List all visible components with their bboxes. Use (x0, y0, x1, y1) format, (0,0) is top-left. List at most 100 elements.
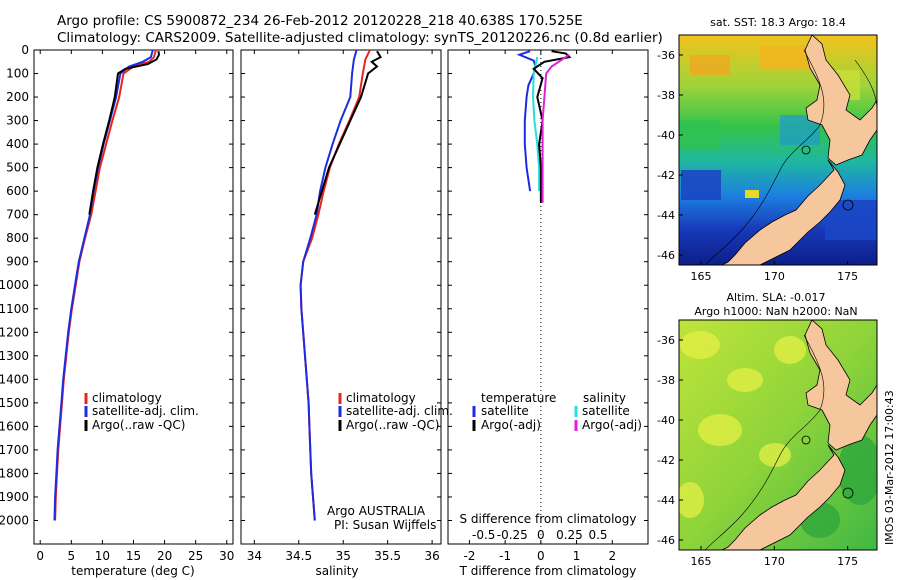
y-tick-label: 0 (21, 43, 29, 57)
salinity-axes-frame (240, 49, 442, 545)
x-tick-label: 15 (126, 549, 141, 563)
sla-marker-2 (842, 487, 854, 499)
y-tick-label: 600 (6, 184, 29, 198)
y-tick-label: 800 (6, 231, 29, 245)
salinity-panel: 34 34.5 35 35.5 36 salinity climatology sate… (240, 49, 453, 578)
map-y-tick-label: -36 (657, 334, 675, 347)
s-tick-label: 0 (537, 528, 545, 542)
series-line-s-satellite (531, 56, 541, 192)
y-tick-label: 2000 (0, 513, 29, 527)
y-tick-label: 700 (6, 208, 29, 222)
x-tick-label: 0 (36, 549, 44, 563)
sst-argo-marker (801, 145, 811, 155)
difference-top-xlabel: S difference from climatology (460, 512, 637, 526)
x-tick-label: 35 (336, 549, 351, 563)
y-tick-label: 1600 (0, 419, 29, 433)
map-y-tick-label: -40 (657, 129, 675, 142)
sla-land-south-island (721, 444, 846, 550)
sst-map-frame (678, 34, 878, 266)
temperature-axes-frame (33, 49, 234, 545)
sst-contour (704, 49, 825, 265)
s-tick-label: -0.25 (497, 528, 528, 542)
x-tick-label: 0 (537, 549, 545, 563)
y-tick-label: 100 (6, 67, 29, 81)
series-line-argo-raw-qc- (88, 51, 161, 215)
temperature-xlabel: temperature (deg C) (71, 564, 194, 578)
map-x-tick-label: 165 (691, 555, 712, 568)
map-y-tick-label: -42 (657, 454, 675, 467)
x-tick-label: 20 (157, 549, 172, 563)
sla-map-frame (678, 319, 878, 551)
sla-map-title-line-1: Altim. SLA: -0.017 (726, 291, 825, 304)
y-tick-label: 1500 (0, 396, 29, 410)
series-line-satellite-adj-clim- (53, 49, 154, 521)
map-x-tick-label: 165 (691, 270, 712, 283)
series-line-t-satellite (516, 50, 537, 192)
legend-label-climatology: climatology (346, 391, 416, 405)
x-tick-label: 10 (95, 549, 110, 563)
header-line-1: Argo profile: CS 5900872_234 26-Feb-2012… (57, 13, 583, 29)
legend-label-argo: Argo(..raw -QC) (92, 418, 185, 432)
x-tick-label: 36 (424, 549, 439, 563)
series-line-t-argo-adj- (532, 50, 572, 203)
map-y-tick-label: -44 (657, 209, 675, 222)
y-tick-label: 900 (6, 255, 29, 269)
difference-legend: temperature salinity satellite Argo(-adj… (472, 391, 642, 432)
y-tick-label: 200 (6, 90, 29, 104)
x-tick-label: 2 (608, 549, 616, 563)
salinity-legend: climatology satellite-adj. clim. Argo(..… (338, 391, 453, 432)
difference-axes-frame (447, 49, 649, 545)
y-tick-label: 400 (6, 137, 29, 151)
map-y-tick-label: -42 (657, 169, 675, 182)
map-x-tick-label: 170 (764, 555, 785, 568)
sla-map-title-line-2: Argo h1000: NaN h2000: NaN (694, 305, 857, 318)
legend-label-argo: Argo(..raw -QC) (346, 418, 439, 432)
legend-title-temperature: temperature (481, 391, 556, 405)
sla-contour (704, 334, 825, 550)
sla-argo-marker (801, 435, 811, 445)
y-tick-label: 1300 (0, 349, 29, 363)
y-tick-label: 500 (6, 161, 29, 175)
map-y-tick-label: -38 (657, 374, 675, 387)
header-line-2: Climatology: CARS2009. Satellite-adjuste… (57, 30, 663, 46)
y-tick-label: 1700 (0, 443, 29, 457)
temperature-legend: climatology satellite-adj. clim. Argo(..… (84, 391, 199, 432)
sst-map-title: sat. SST: 18.3 Argo: 18.4 (710, 16, 846, 29)
x-tick-label: 34 (247, 549, 262, 563)
sst-land-south-island (721, 159, 846, 265)
x-tick-label: -2 (463, 549, 475, 563)
map-y-tick-label: -40 (657, 414, 675, 427)
y-tick-label: 1100 (0, 302, 29, 316)
y-tick-label: 1900 (0, 490, 29, 504)
sst-map-panel: sat. SST: 18.3 Argo: 18.4 165 170 175 -36 -3… (657, 16, 878, 283)
x-tick-label: -1 (499, 549, 511, 563)
legend-title-salinity: salinity (583, 391, 626, 405)
difference-xlabel: T difference from climatology (459, 564, 637, 578)
map-y-tick-label: -46 (657, 249, 675, 262)
map-x-tick-label: 175 (837, 270, 858, 283)
x-tick-label: 30 (219, 549, 234, 563)
sla-map-panel: Altim. SLA: -0.017 Argo h1000: NaN h2000… (657, 291, 878, 568)
x-tick-label: 25 (188, 549, 203, 563)
series-line-argo-raw-qc- (313, 50, 383, 215)
y-tick-label: 300 (6, 114, 29, 128)
s-tick-label: -0.5 (472, 528, 495, 542)
credit-text: IMOS 03-Mar-2012 17:00:43 (883, 390, 896, 545)
difference-panel: -2 -1 0 1 2 S difference from climatology -0… (447, 49, 649, 578)
salinity-annotation-line-2: PI: Susan Wijffels (334, 518, 436, 532)
map-x-tick-label: 175 (837, 555, 858, 568)
sla-land-north-island (804, 320, 877, 451)
legend-label-t-satellite: satellite (481, 404, 529, 418)
x-tick-label: 1 (573, 549, 581, 563)
s-tick-label: 0.5 (588, 528, 607, 542)
y-tick-label: 1200 (0, 325, 29, 339)
y-tick-label: 1000 (0, 278, 29, 292)
sst-marker-2 (842, 199, 854, 211)
temperature-panel: 0 5 10 15 20 25 300100200300400500600700800900… (0, 43, 234, 578)
series-line-climatology (54, 49, 157, 521)
y-tick-label: 1400 (0, 372, 29, 386)
map-y-tick-label: -36 (657, 49, 675, 62)
legend-label-s-argo: Argo(-adj) (582, 418, 642, 432)
legend-label-satellite: satellite-adj. clim. (346, 404, 453, 418)
